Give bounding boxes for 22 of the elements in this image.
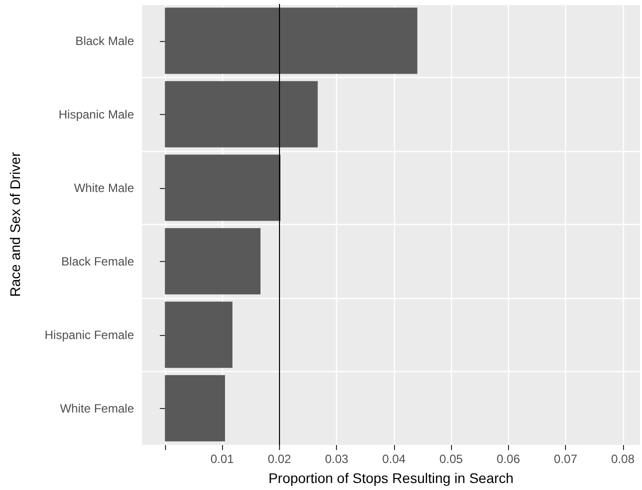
y-tick-label: Black Female — [61, 254, 134, 268]
y-tick-label: White Male — [74, 180, 134, 195]
bar — [164, 81, 318, 148]
y-tick-label: Black Male — [75, 34, 134, 48]
x-tick-label: 0.06 — [496, 452, 520, 466]
bar — [164, 228, 260, 294]
bar — [164, 154, 281, 221]
x-tick-label: 0.03 — [324, 452, 349, 466]
x-tick-label: 0.07 — [554, 452, 578, 466]
x-tick-label: 0.04 — [382, 452, 406, 466]
y-axis-title: Race and Sex of Driver — [7, 152, 23, 297]
x-tick-label: 0.01 — [210, 452, 234, 466]
y-tick-label: Hispanic Female — [44, 328, 134, 342]
x-tick-label: 0.05 — [439, 452, 464, 466]
x-axis-title: Proportion of Stops Resulting in Search — [268, 470, 514, 486]
x-tick-label: 0.08 — [611, 452, 635, 466]
y-tick-label: White Female — [60, 401, 134, 416]
bar — [164, 375, 225, 442]
x-tick-label: 0.02 — [268, 452, 292, 466]
bar — [164, 8, 418, 74]
bar — [164, 302, 232, 368]
y-tick-label: Hispanic Male — [58, 107, 134, 122]
